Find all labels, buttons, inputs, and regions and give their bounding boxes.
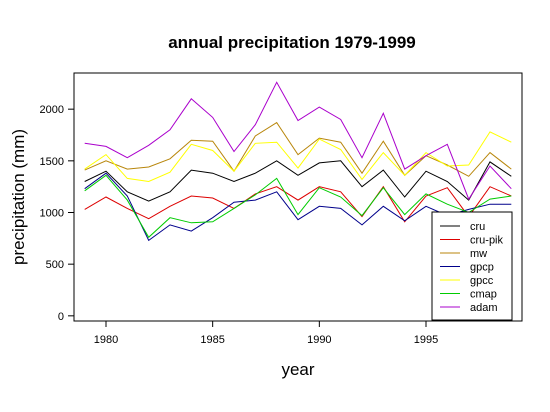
y-axis-label: precipitation (mm): [9, 129, 28, 265]
legend-label-cru-pik: cru-pik: [470, 235, 504, 247]
x-axis-label: year: [281, 360, 314, 379]
chart-title: annual precipitation 1979-1999: [168, 33, 416, 52]
y-tick-label: 1000: [40, 208, 64, 220]
y-tick-label: 500: [46, 259, 64, 271]
legend-label-mw: mw: [470, 248, 487, 260]
legend-label-adam: adam: [470, 302, 498, 314]
series-line-cmap: [84, 174, 512, 239]
y-tick-label: 0: [58, 311, 64, 323]
x-tick-label: 1990: [307, 334, 331, 346]
plot-frame: [73, 72, 523, 322]
x-tick-label: 1985: [200, 334, 224, 346]
y-tick-label: 2000: [40, 104, 64, 116]
legend-label-cmap: cmap: [470, 289, 497, 301]
series-line-cru: [84, 160, 512, 202]
axis-ticks: 1980 1985 1990 1995 0 500 1000 1500 2000: [40, 104, 439, 346]
series-line-cru-pik: [84, 185, 512, 223]
x-tick-label: 1980: [94, 334, 118, 346]
y-tick-label: 1500: [40, 156, 64, 168]
series-line-adam: [84, 81, 512, 201]
legend-label-cru: cru: [470, 221, 485, 233]
series-lines: [84, 81, 512, 242]
x-tick-label: 1995: [414, 334, 438, 346]
series-line-gpcc: [84, 131, 512, 183]
legend-label-gpcc: gpcc: [470, 275, 494, 287]
legend-label-gpcp: gpcp: [470, 262, 494, 274]
